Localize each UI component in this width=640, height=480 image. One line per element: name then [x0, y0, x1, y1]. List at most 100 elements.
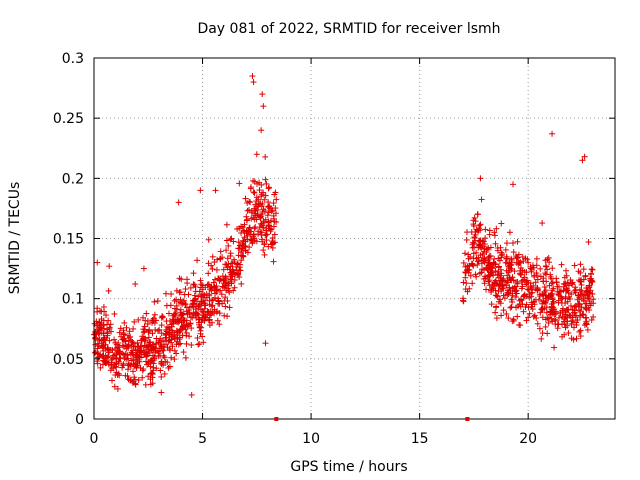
data-point — [528, 268, 535, 275]
y-tick-label: 0 — [75, 412, 84, 428]
data-point — [463, 267, 470, 274]
data-point — [270, 258, 277, 265]
data-point — [190, 281, 197, 288]
data-point — [582, 300, 589, 307]
data-point — [161, 344, 168, 351]
data-point — [499, 251, 506, 258]
data-point — [482, 235, 489, 242]
data-point — [471, 234, 478, 241]
data-point — [257, 220, 264, 227]
data-point — [114, 385, 121, 392]
data-point — [132, 381, 139, 388]
data-point — [208, 319, 215, 326]
data-point — [175, 199, 182, 206]
data-point — [270, 200, 277, 207]
data-point — [465, 255, 472, 262]
data-point — [249, 240, 256, 247]
data-point — [517, 322, 524, 329]
data-point — [505, 287, 512, 294]
data-point — [583, 318, 590, 325]
data-point — [262, 192, 269, 199]
data-point — [139, 374, 146, 381]
data-point — [222, 303, 229, 310]
data-point — [134, 339, 141, 346]
data-point — [549, 318, 556, 325]
data-point — [205, 270, 212, 277]
data-point — [94, 308, 101, 315]
data-point — [178, 299, 185, 306]
data-point — [170, 320, 177, 327]
data-point — [525, 259, 532, 266]
data-point — [584, 292, 591, 299]
data-point — [230, 287, 237, 294]
data-point — [580, 266, 587, 273]
data-point — [168, 291, 175, 298]
data-point — [173, 341, 180, 348]
data-point — [166, 347, 173, 354]
data-point — [474, 261, 481, 268]
data-point — [153, 335, 160, 342]
data-point — [116, 329, 123, 336]
data-point — [549, 265, 556, 272]
data-point — [493, 225, 500, 232]
data-point — [117, 325, 124, 332]
data-point — [143, 353, 150, 360]
data-point — [267, 228, 274, 235]
data-point — [185, 291, 192, 298]
data-point — [470, 217, 477, 224]
data-point — [477, 175, 484, 182]
data-point — [212, 276, 219, 283]
data-point — [217, 248, 224, 255]
data-point — [247, 185, 254, 192]
data-point — [173, 306, 180, 313]
data-point — [586, 283, 593, 290]
data-point — [100, 342, 107, 349]
data-point — [208, 287, 215, 294]
data-point — [225, 242, 232, 249]
data-point — [507, 304, 514, 311]
data-point — [176, 275, 183, 282]
data-point — [538, 335, 545, 342]
data-point — [262, 208, 269, 215]
data-point — [199, 333, 206, 340]
data-point — [194, 335, 201, 342]
data-point — [522, 255, 529, 262]
data-point — [197, 277, 204, 284]
data-point — [542, 323, 549, 330]
data-point — [219, 300, 226, 307]
data-point — [258, 229, 265, 236]
data-point — [515, 303, 522, 310]
data-point — [571, 262, 578, 269]
data-point — [186, 304, 193, 311]
data-point — [588, 300, 595, 307]
data-point — [524, 286, 531, 293]
data-point — [165, 310, 172, 317]
data-point — [500, 281, 507, 288]
data-point — [493, 303, 500, 310]
data-point — [130, 325, 137, 332]
data-point — [144, 343, 151, 350]
data-point — [577, 269, 584, 276]
data-point — [223, 237, 230, 244]
data-point — [509, 290, 516, 297]
data-point — [553, 279, 560, 286]
data-point — [466, 262, 473, 269]
data-point — [240, 243, 247, 250]
data-point — [539, 330, 546, 337]
data-point — [169, 343, 176, 350]
data-point — [155, 350, 162, 357]
data-point — [463, 236, 470, 243]
y-tick-label: 0.25 — [53, 111, 84, 127]
data-point — [568, 280, 575, 287]
data-point — [577, 308, 584, 315]
data-point — [500, 292, 507, 299]
data-point — [173, 287, 180, 294]
data-point — [253, 194, 260, 201]
data-point — [531, 312, 538, 319]
data-point — [172, 312, 179, 319]
x-tick-label: 20 — [519, 431, 537, 447]
data-point — [494, 271, 501, 278]
data-point — [188, 342, 195, 349]
data-point — [503, 282, 510, 289]
data-point — [508, 259, 515, 266]
